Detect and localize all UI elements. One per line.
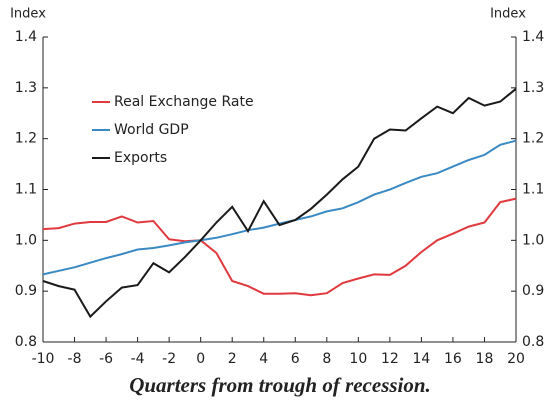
x-tick-label: 18 <box>476 351 494 367</box>
y2-tick-label: 0.8 <box>522 334 544 350</box>
x-tick-label: -6 <box>99 351 113 367</box>
legend-label: World GDP <box>114 122 189 138</box>
series-line <box>42 197 517 297</box>
y2-tick-label: 0.9 <box>522 283 544 299</box>
y-tick-label: 0.8 <box>15 334 37 350</box>
y2-tick-label: 1.4 <box>522 29 544 45</box>
x-tick-label: 10 <box>349 351 367 367</box>
x-tick-label: 6 <box>291 351 300 367</box>
y2-tick-label: 1.1 <box>522 182 544 198</box>
x-tick-label: 20 <box>507 351 525 367</box>
y2-axis-label: Index <box>490 7 526 22</box>
y-tick-label: 1.3 <box>15 80 37 96</box>
y-tick-label: 1.4 <box>15 29 37 45</box>
x-tick-label: -8 <box>68 351 82 367</box>
y2-tick-label: 1.3 <box>522 80 544 96</box>
x-tick-label: -4 <box>131 351 145 367</box>
x-tick-label: 12 <box>381 351 399 367</box>
y-tick-label: 1.0 <box>15 232 37 248</box>
y-tick-label: 1.2 <box>15 131 37 147</box>
y-axis-label: Index <box>10 7 46 22</box>
x-tick-label: 8 <box>322 351 331 367</box>
y2-tick-label: 1.0 <box>522 232 544 248</box>
x-tick-label: 16 <box>444 351 462 367</box>
series-line <box>42 88 517 319</box>
y-tick-label: 1.1 <box>15 182 37 198</box>
x-tick-label: 2 <box>228 351 237 367</box>
x-axis-label: Quarters from trough of recession. <box>129 373 431 397</box>
y2-tick-label: 1.2 <box>522 131 544 147</box>
x-tick-label: -2 <box>162 351 176 367</box>
legend-label: Exports <box>114 150 167 166</box>
y-tick-label: 0.9 <box>15 283 37 299</box>
legend-label: Real Exchange Rate <box>114 94 254 110</box>
x-tick-label: -10 <box>32 351 55 367</box>
x-tick-label: 14 <box>412 351 430 367</box>
x-tick-label: 0 <box>196 351 205 367</box>
x-tick-label: 4 <box>259 351 268 367</box>
